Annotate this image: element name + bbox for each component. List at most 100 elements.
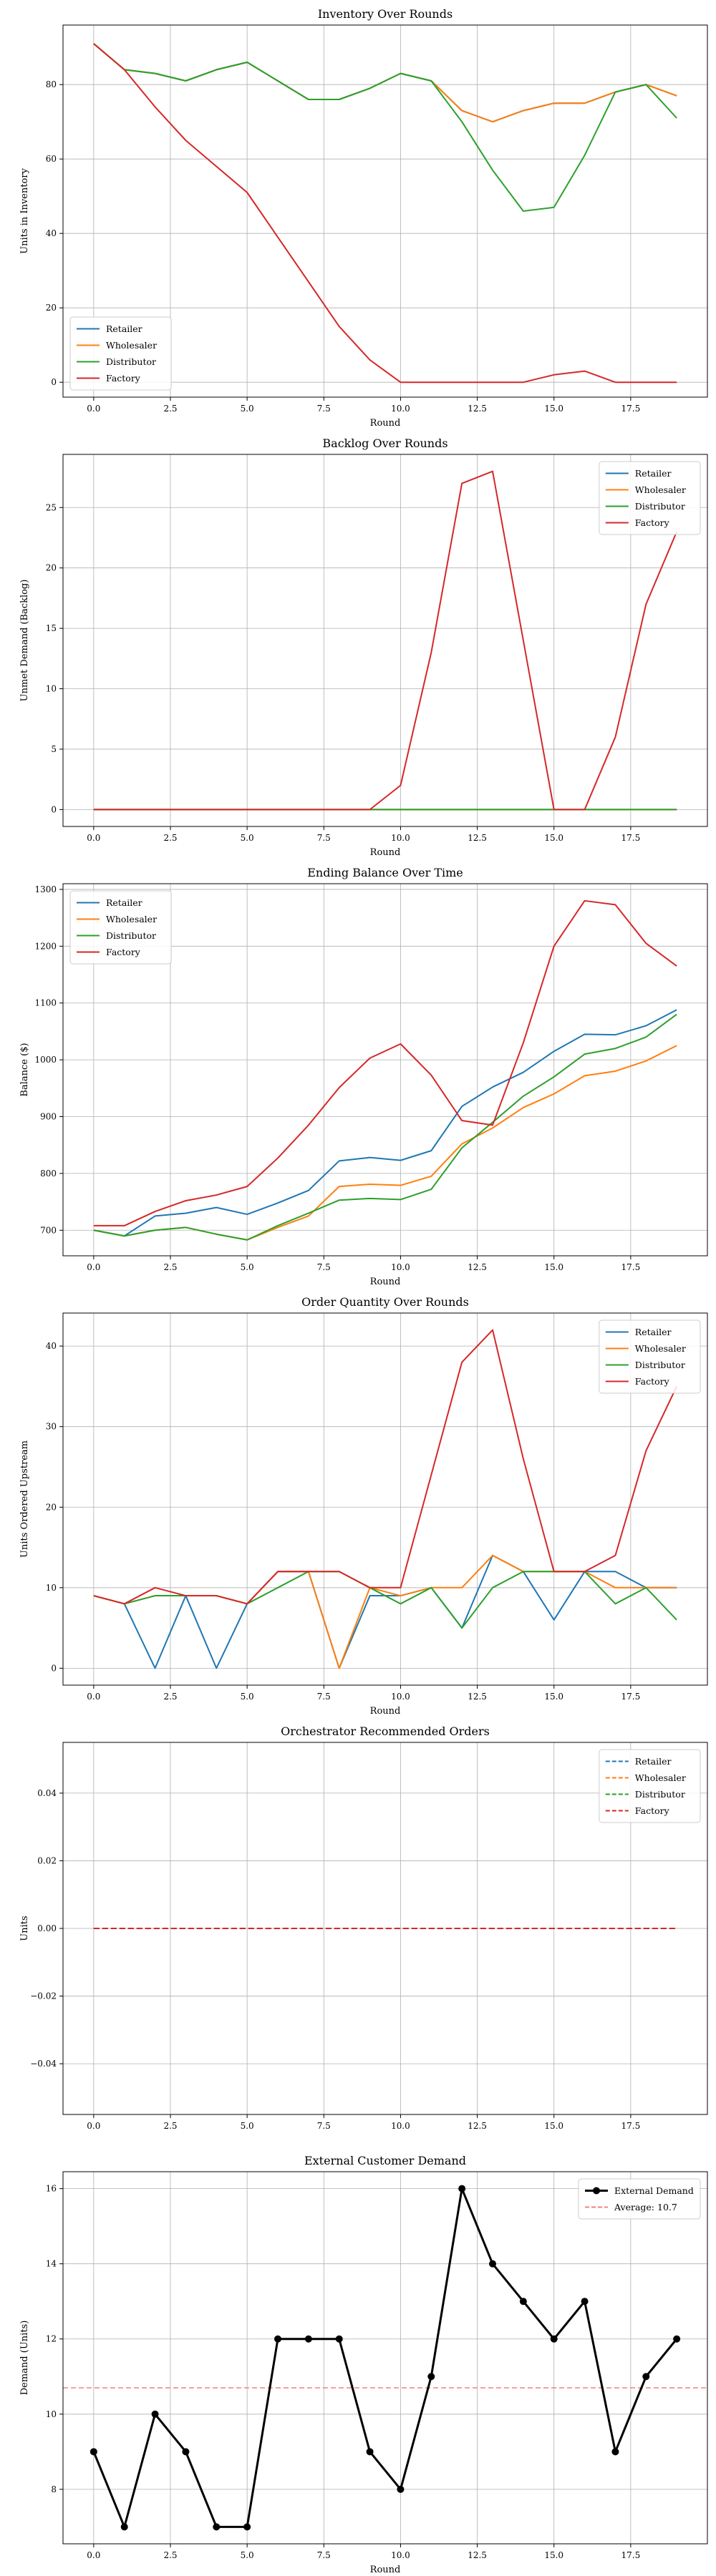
y-tick-label: 20: [46, 563, 57, 573]
y-tick-label: −0.02: [30, 1991, 57, 2001]
chart-title: Inventory Over Rounds: [318, 7, 453, 21]
x-tick-label: 0.0: [87, 1692, 100, 1702]
chart-2: 0.0 2.5 5.0 7.5 10.0 12.5 15.0 17.5 0 5 10 15 20 25 Ba…: [19, 436, 708, 858]
legend-label: Retailer: [106, 323, 142, 334]
chart-title: Orchestrator Recommended Orders: [281, 1724, 490, 1738]
legend: Retailer Wholesaler Distributor Factory: [69, 890, 172, 965]
legend-box: [69, 316, 172, 391]
x-tick-label: 7.5: [317, 1262, 331, 1272]
x-tick-label: 17.5: [621, 2550, 640, 2560]
y-tick-label: 0: [51, 377, 57, 387]
y-tick-label: 16: [46, 2184, 57, 2194]
grid: [63, 2172, 707, 2544]
data-point: [304, 2335, 312, 2343]
series-line-distributor: [93, 1571, 677, 1629]
x-tick-label: 0.0: [87, 404, 100, 414]
x-tick-label: 10.0: [391, 2550, 410, 2560]
legend-box: [69, 890, 172, 965]
grid: [63, 25, 707, 397]
x-tick-label: 15.0: [544, 2121, 563, 2131]
y-tick-label: 0.04: [37, 1788, 57, 1798]
data-point: [458, 2185, 466, 2192]
legend: Retailer Wholesaler Distributor Factory: [69, 316, 172, 391]
data-point: [213, 2523, 221, 2531]
data-point: [550, 2335, 558, 2343]
y-tick-label: 5: [51, 744, 57, 754]
y-tick-label: 1200: [34, 941, 57, 951]
legend-label: Distributor: [106, 356, 156, 367]
legend-label: Retailer: [635, 1327, 672, 1337]
x-tick-label: 15.0: [544, 1262, 563, 1272]
x-tick-label: 10.0: [391, 1692, 410, 1702]
y-axis-label: Units Ordered Upstream: [19, 1440, 30, 1558]
legend-label: Wholesaler: [635, 484, 686, 495]
plot-frame: [62, 1312, 708, 1686]
grid: [63, 454, 707, 826]
y-tick-label: 1000: [34, 1055, 57, 1065]
y-tick-label: 800: [40, 1169, 57, 1179]
x-tick-label: 0.0: [87, 2550, 100, 2560]
x-tick-label: 15.0: [544, 404, 563, 414]
x-tick-label: 5.0: [241, 1692, 254, 1702]
x-tick-label: 12.5: [468, 1692, 487, 1702]
chart-title: Backlog Over Rounds: [322, 436, 448, 450]
x-tick-label: 7.5: [317, 1692, 331, 1702]
series-line-distributor: [93, 1013, 677, 1241]
y-tick-label: 30: [46, 1422, 57, 1432]
legend-label: Factory: [106, 947, 141, 957]
plot-frame: [62, 1742, 708, 2115]
x-tick-label: 17.5: [621, 404, 640, 414]
y-tick-label: 80: [46, 79, 57, 89]
y-tick-label: 40: [46, 228, 57, 238]
data-point: [90, 2448, 97, 2456]
data-point: [581, 2298, 589, 2306]
plot-frame: [62, 24, 708, 398]
legend-box: [578, 2178, 701, 2220]
legend-label: Retailer: [635, 468, 672, 479]
x-tick-label: 7.5: [317, 2121, 331, 2131]
x-tick-label: 17.5: [621, 1692, 640, 1702]
x-tick-label: 5.0: [241, 2550, 254, 2560]
y-tick-label: 8: [51, 2484, 57, 2494]
legend-label: Factory: [635, 1376, 670, 1387]
x-axis-label: Round: [370, 1706, 401, 1717]
x-tick-label: 17.5: [621, 1262, 640, 1272]
x-axis-label: Round: [370, 1277, 401, 1287]
x-tick-label: 5.0: [241, 404, 254, 414]
x-tick-label: 2.5: [163, 2550, 177, 2560]
x-axis-label: Round: [370, 847, 401, 858]
data-point: [274, 2335, 281, 2343]
y-tick-label: 1300: [34, 884, 57, 894]
data-point: [427, 2373, 435, 2381]
x-tick-label: 17.5: [621, 833, 640, 843]
x-axis-label: Round: [370, 2565, 401, 2575]
legend-marker: [593, 2187, 600, 2195]
series-line-wholesaler: [93, 1554, 677, 1669]
legend-label: Retailer: [106, 897, 142, 908]
chart-title: External Customer Demand: [304, 2154, 466, 2167]
legend-box: [599, 1749, 701, 1823]
y-tick-label: 15: [46, 623, 57, 633]
plot-frame: [62, 883, 708, 1257]
legend-label: Retailer: [635, 1756, 672, 1767]
data-point: [673, 2335, 681, 2343]
legend-label: Average: 10.7: [614, 2202, 677, 2212]
x-tick-label: 10.0: [391, 833, 410, 843]
plot-area: [93, 899, 677, 1241]
legend-label: Wholesaler: [106, 914, 157, 924]
legend-label: Distributor: [106, 930, 156, 941]
legend-label: Factory: [635, 1805, 670, 1816]
y-tick-label: 10: [46, 684, 57, 694]
legend-label: External Demand: [614, 2185, 694, 2196]
plot-area: [93, 43, 677, 384]
x-tick-label: 5.0: [241, 1262, 254, 1272]
x-tick-label: 0.0: [87, 833, 100, 843]
grid: [63, 884, 707, 1256]
data-point: [611, 2448, 619, 2456]
legend-label: Factory: [106, 373, 141, 384]
x-tick-label: 12.5: [468, 833, 487, 843]
data-point: [397, 2485, 405, 2493]
x-tick-label: 2.5: [163, 404, 177, 414]
y-tick-label: 20: [46, 1502, 57, 1512]
y-axis-label: Demand (Units): [19, 2321, 30, 2396]
